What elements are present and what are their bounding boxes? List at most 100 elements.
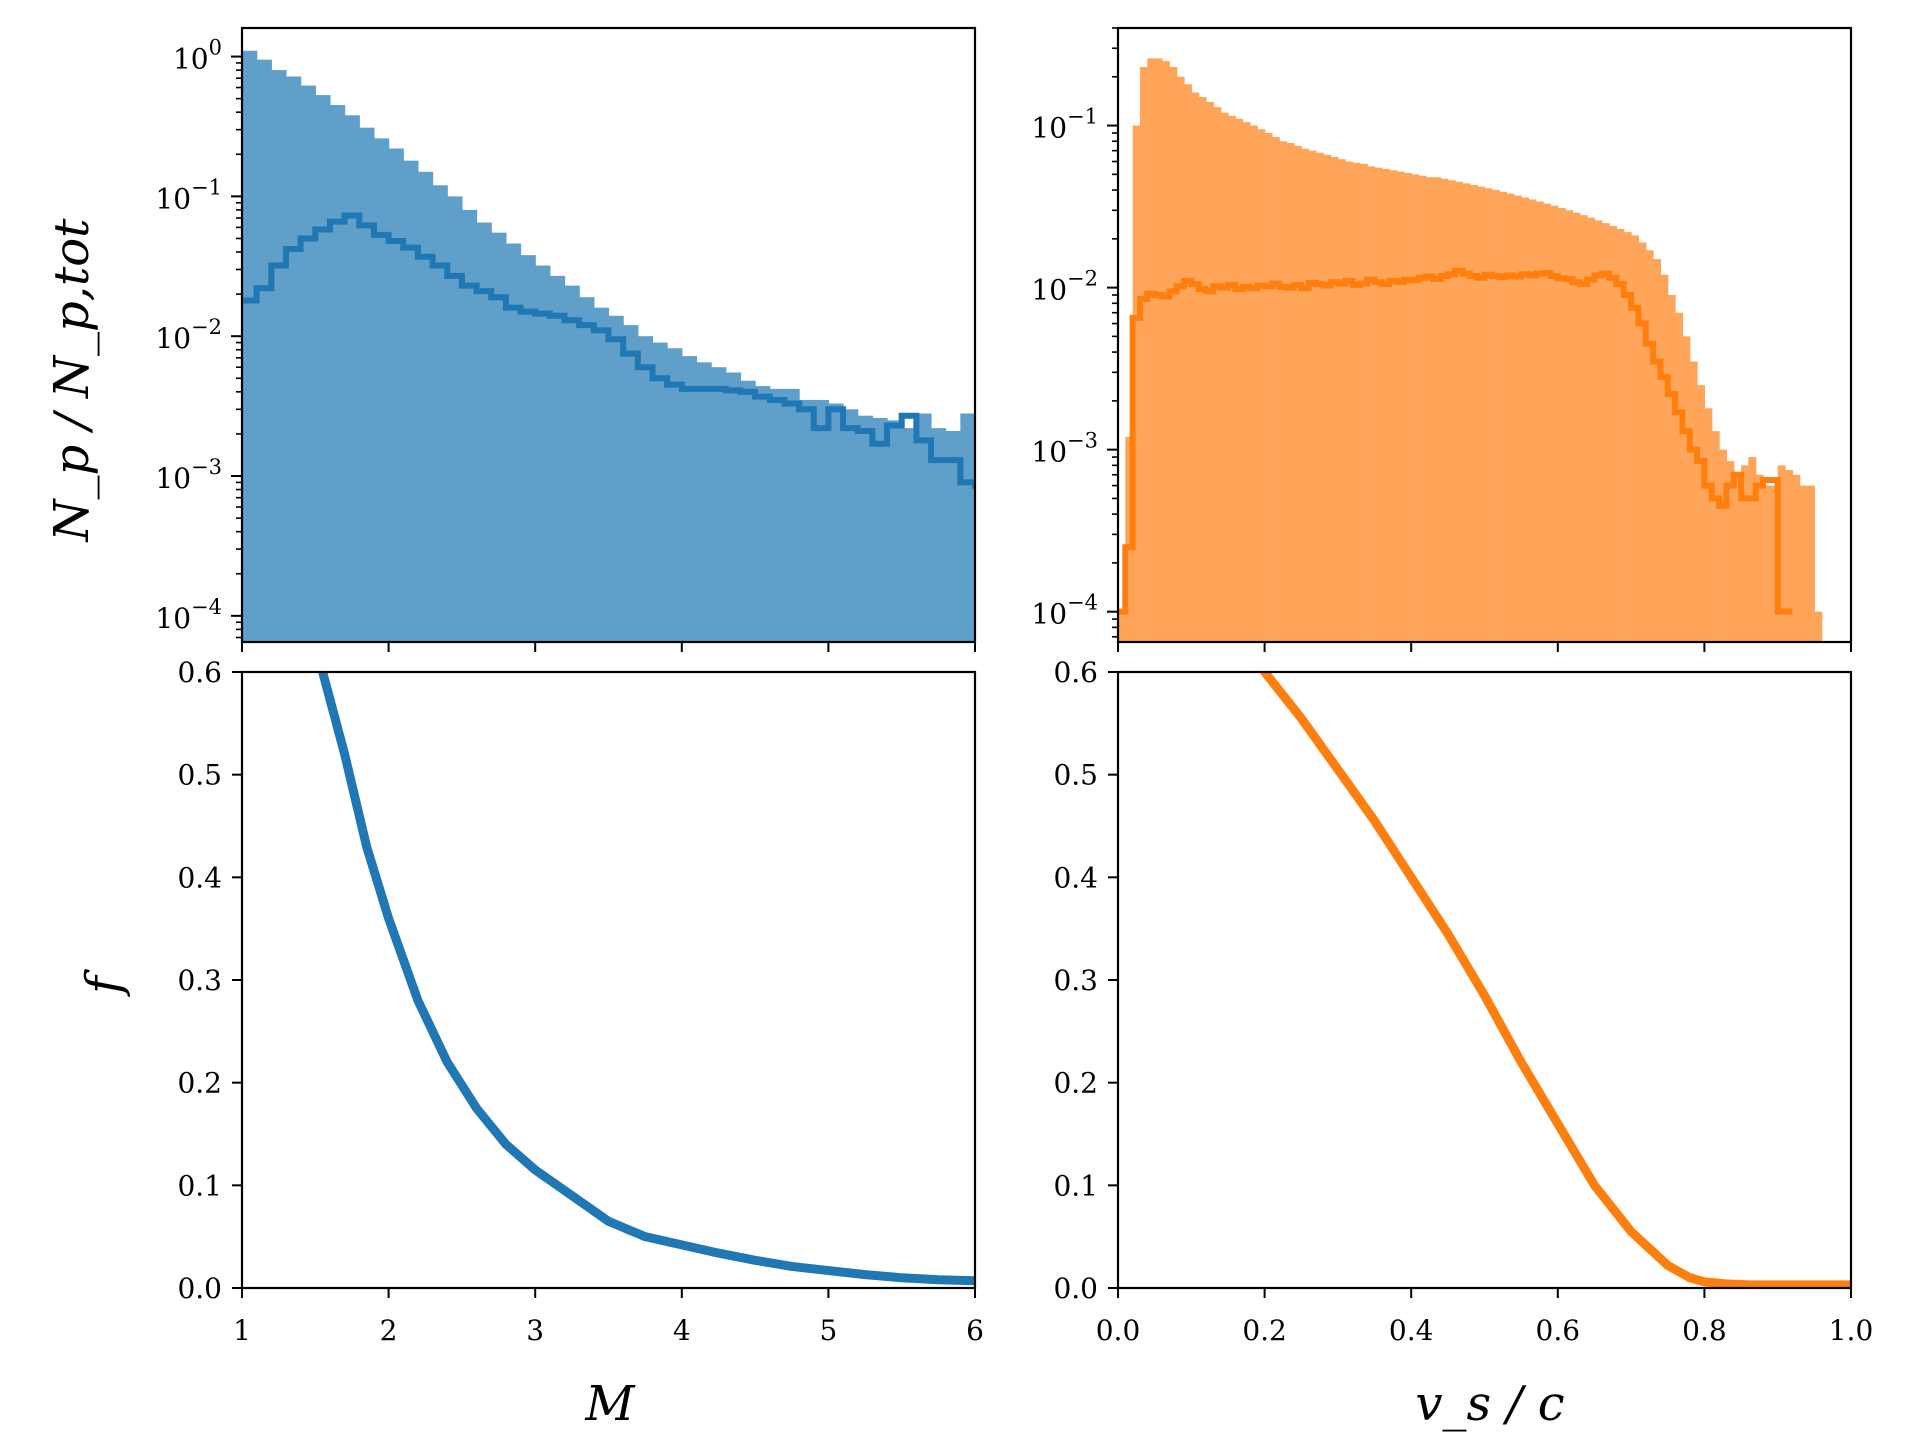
hist-bar [1667,295,1676,642]
hist-bar [315,95,331,642]
hist-bar [901,428,917,642]
hist-bar [1078,460,1093,642]
hist-bar [1697,385,1705,642]
hist-bar [1785,469,1793,642]
y-tick-label: 10−4 [1031,591,1098,631]
hist-bar [1807,485,1815,642]
y-tick-label: 10−1 [155,175,222,215]
hist-bar [564,285,580,642]
hist-bar [1469,184,1478,642]
axes-frame [240,670,977,1290]
hist-bar [1675,312,1684,642]
hist-bar [1235,118,1244,642]
x-tick-label: 4 [673,1314,691,1347]
hist-bar [1792,474,1801,642]
y-tick-label: 0.0 [1053,1272,1098,1305]
y-tick-label: 0.5 [1053,759,1098,792]
hist-bar [1631,235,1640,642]
hist-bar [1337,159,1346,642]
hist-bar [1711,431,1720,642]
hist-bar [1293,145,1302,642]
hist-bar [1704,408,1713,642]
y-tick-label: 10−1 [1031,105,1098,145]
hist-bar [1814,611,1823,642]
hist-bar [1301,148,1310,642]
hist-bar [1638,242,1647,642]
axes-frame [1116,670,1853,1290]
panel-top-left: 100 10−1 10−2 10−3 10−4 [155,26,1093,652]
hist-bar [1645,250,1654,642]
x-axis-label-left: M [584,1376,636,1432]
hist-bar [1477,186,1486,642]
hist-bar [1513,195,1522,642]
hist-bar [271,70,287,642]
hist-bar [711,367,727,642]
hist-bar [1755,474,1764,642]
hist-bar [623,325,639,642]
hist-bar [1213,107,1222,642]
hist-bar [447,196,463,642]
hist-bar [975,413,990,642]
axes-frame [240,26,977,644]
hist-bar [1777,465,1786,642]
hist-bar [1550,205,1559,642]
hist-bar [1367,166,1376,642]
hist-bar [828,403,844,642]
hist-bar [1601,223,1610,642]
hist-bar [359,127,375,642]
hist-bar [1308,150,1317,642]
x-tick-label: 0.6 [1536,1314,1581,1347]
hist-bar [1004,440,1019,642]
hist-bar [388,148,404,642]
hist-bar [813,399,829,642]
hist-bar [872,417,888,642]
x-tick-label: 0.0 [1096,1314,1141,1347]
hist-bar [1733,474,1742,642]
hist-bar [1227,115,1236,642]
hist-bar [945,430,961,642]
hist-bar [1330,156,1339,642]
hist-bar [579,297,595,642]
hist-bar [1169,66,1178,642]
y-tick-label: 0.4 [177,861,222,894]
hist-bar [1587,217,1596,642]
hist-bar [916,413,932,642]
hist-bar [990,428,1005,642]
hist-bar [1719,449,1727,642]
hist-bar [799,399,815,642]
hist-bar [960,413,975,642]
x-tick-label: 3 [526,1314,544,1347]
hist-bar [593,307,610,642]
hist-bar [1689,361,1698,642]
hist-bar [535,265,551,642]
hist-bar [740,380,756,642]
hist-bar [1125,436,1134,642]
y-tick-label: 0.1 [177,1169,222,1202]
series-line [1260,672,1851,1288]
hist-bar [1279,141,1288,642]
hist-bar [1286,143,1295,642]
x-tick-label: 1 [233,1314,251,1347]
hist-bar [1535,201,1544,642]
hist-bar [1770,485,1779,642]
hist-bar [1205,101,1214,642]
hist-bar [1257,129,1266,642]
hist-bar [1147,58,1156,642]
hist-bar [784,388,800,642]
hist-bar [1462,183,1471,642]
y-tick-label: 0.3 [1053,964,1098,997]
hist-bar [1726,461,1735,642]
hist-bar [1594,220,1603,642]
x-tick-label: 6 [966,1314,984,1347]
hist-bar [1565,210,1574,642]
hist-bar [1345,161,1354,642]
hist-bar [1447,180,1456,642]
y-tick-label: 0.3 [177,964,222,997]
hist-bar [1506,193,1515,642]
hist-bar [417,171,434,642]
hist-bar [432,185,448,642]
hist-bar [1139,66,1148,642]
hist-bar [1191,92,1200,642]
hist-bar [931,428,947,642]
hist-bar [1220,112,1229,642]
